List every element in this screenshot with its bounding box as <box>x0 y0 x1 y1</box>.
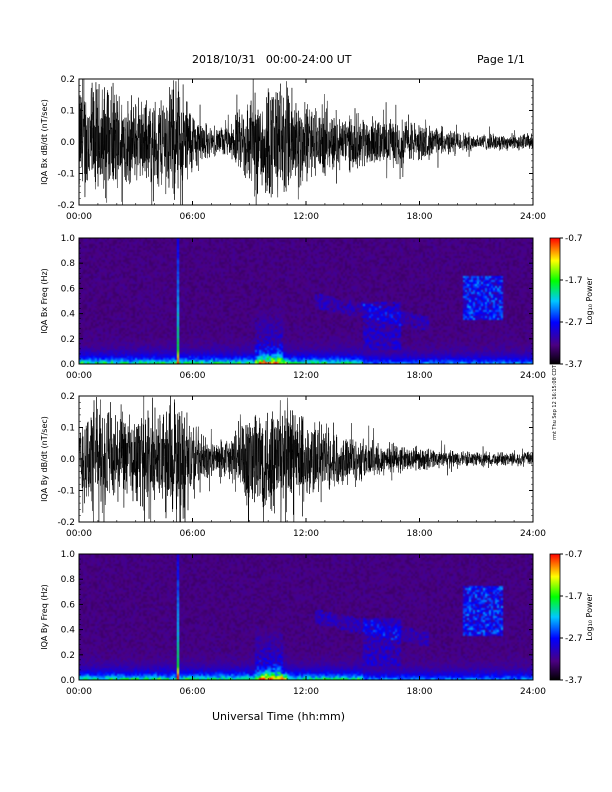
y-tick-label: -0.1 <box>57 487 75 497</box>
x-axis-title: Universal Time (hh:mm) <box>212 710 345 723</box>
x-tick-label: 24:00 <box>520 529 546 539</box>
x-tick-label: 12:00 <box>293 212 319 222</box>
y-axis-label: IQA By dB/dt (nT/sec) <box>40 416 49 502</box>
y-tick-label: 0.0 <box>61 676 76 686</box>
spectrogram-panel-3: 00:00 06:00 12:00 18:00 24:00 1.0 0.8 0.6 0.4 0.2… <box>40 550 594 697</box>
colorbar-tick-label: -1.7 <box>565 592 583 602</box>
x-tick-label: 18:00 <box>407 687 433 697</box>
x-tick-label: 06:00 <box>180 687 206 697</box>
x-tick-label: 12:00 <box>293 371 319 381</box>
x-tick-label: 18:00 <box>407 529 433 539</box>
page-title: 2018/10/31 00:00-24:00 UT <box>192 53 352 66</box>
y-tick-label: 0.2 <box>61 392 75 402</box>
waveform-panel-2: 00:00 06:00 12:00 18:00 24:00 0.2 0.1 0.0 -0.1 -0… <box>40 392 546 539</box>
colorbar-tick-label: -2.7 <box>565 318 583 328</box>
x-tick-label: 00:00 <box>66 212 92 222</box>
colorbar-tick-label: -3.7 <box>565 676 583 686</box>
y-tick-label: 0.1 <box>61 424 75 434</box>
y-tick-label: 0.0 <box>61 360 76 370</box>
y-tick-label: -0.2 <box>57 518 75 528</box>
y-tick-label: 1.0 <box>61 234 76 244</box>
y-tick-label: 0.2 <box>61 651 75 661</box>
y-axis-label: IQA By Freq (Hz) <box>40 584 49 650</box>
colorbar-tick-label: -3.7 <box>565 360 583 370</box>
spectrogram-image <box>79 238 533 364</box>
y-tick-label: 0.6 <box>61 600 76 610</box>
y-tick-label: 0.1 <box>61 107 75 117</box>
x-tick-label: 06:00 <box>180 529 206 539</box>
x-tick-label: 24:00 <box>520 687 546 697</box>
colorbar-tick-label: -1.7 <box>565 276 583 286</box>
y-tick-label: 0.4 <box>61 626 76 636</box>
y-tick-label: 0.2 <box>61 75 75 85</box>
colorbar-label: Log₁₀ Power <box>585 277 594 325</box>
y-tick-label: -0.2 <box>57 201 75 211</box>
x-tick-label: 12:00 <box>293 529 319 539</box>
x-tick-label: 18:00 <box>407 371 433 381</box>
colorbar-label: Log₁₀ Power <box>585 593 594 641</box>
x-tick-label: 00:00 <box>66 529 92 539</box>
colorbar-tick-label: -0.7 <box>565 550 583 560</box>
y-tick-label: 0.8 <box>61 259 76 269</box>
colorbar <box>549 553 561 681</box>
colorbar-tick-label: -0.7 <box>565 234 583 244</box>
x-tick-label: 06:00 <box>180 212 206 222</box>
x-tick-label: 24:00 <box>520 212 546 222</box>
spectrogram-image <box>79 554 533 680</box>
x-tick-label: 12:00 <box>293 687 319 697</box>
x-tick-label: 24:00 <box>520 371 546 381</box>
y-tick-label: -0.1 <box>57 170 75 180</box>
y-tick-label: 0.0 <box>61 138 76 148</box>
y-axis-label: IQA Bx Freq (Hz) <box>40 268 49 334</box>
y-tick-label: 1.0 <box>61 550 76 560</box>
waveform-series <box>79 79 533 205</box>
y-tick-label: 0.4 <box>61 310 76 320</box>
waveform-panel-0: 00:00 06:00 12:00 18:00 24:00 0.2 0.1 0.0 -0.1 -0… <box>40 75 546 222</box>
y-tick-label: 0.2 <box>61 335 75 345</box>
x-tick-label: 06:00 <box>180 371 206 381</box>
spectrogram-panel-1: 00:00 06:00 12:00 18:00 24:00 1.0 0.8 0.6 0.4 0.2… <box>40 234 594 381</box>
colorbar-tick-label: -2.7 <box>565 634 583 644</box>
waveform-series <box>79 396 533 522</box>
x-tick-label: 18:00 <box>407 212 433 222</box>
y-axis-label: IQA Bx dB/dt (nT/sec) <box>40 99 49 185</box>
y-tick-label: 0.0 <box>61 455 76 465</box>
colorbar <box>549 237 561 365</box>
x-tick-label: 00:00 <box>66 687 92 697</box>
y-tick-label: 0.6 <box>61 284 76 294</box>
x-tick-label: 00:00 <box>66 371 92 381</box>
y-tick-label: 0.8 <box>61 575 76 585</box>
page-number: Page 1/1 <box>477 53 525 66</box>
